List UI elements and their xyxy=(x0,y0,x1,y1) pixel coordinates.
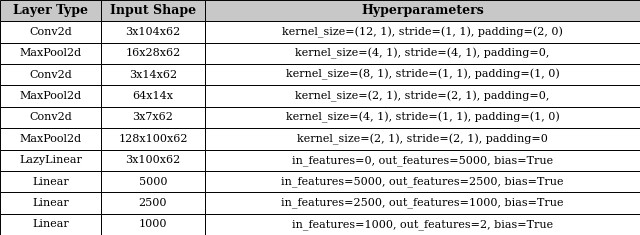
Text: Linear: Linear xyxy=(32,176,69,187)
Bar xyxy=(205,192,640,214)
Text: kernel_size=(2, 1), stride=(2, 1), padding=0: kernel_size=(2, 1), stride=(2, 1), paddi… xyxy=(297,133,548,145)
Text: 3x7x62: 3x7x62 xyxy=(132,113,173,122)
Text: 16x28x62: 16x28x62 xyxy=(125,48,180,59)
Text: kernel_size=(8, 1), stride=(1, 1), padding=(1, 0): kernel_size=(8, 1), stride=(1, 1), paddi… xyxy=(285,69,559,80)
Bar xyxy=(0,0,101,21)
Bar xyxy=(0,149,101,171)
Bar xyxy=(101,171,205,192)
Text: MaxPool2d: MaxPool2d xyxy=(19,134,82,144)
Bar xyxy=(205,171,640,192)
Text: Linear: Linear xyxy=(32,198,69,208)
Text: in_features=2500, out_features=1000, bias=True: in_features=2500, out_features=1000, bia… xyxy=(281,198,564,208)
Bar xyxy=(0,21,101,43)
Text: 128x100x62: 128x100x62 xyxy=(118,134,188,144)
Bar xyxy=(205,128,640,149)
Text: in_features=5000, out_features=2500, bias=True: in_features=5000, out_features=2500, bia… xyxy=(281,176,564,187)
Text: in_features=1000, out_features=2, bias=True: in_features=1000, out_features=2, bias=T… xyxy=(292,219,553,230)
Bar xyxy=(0,214,101,235)
Text: 3x100x62: 3x100x62 xyxy=(125,155,180,165)
Bar xyxy=(205,21,640,43)
Bar xyxy=(0,171,101,192)
Bar xyxy=(101,149,205,171)
Text: Conv2d: Conv2d xyxy=(29,27,72,37)
Bar xyxy=(205,149,640,171)
Bar xyxy=(0,107,101,128)
Bar xyxy=(205,43,640,64)
Bar xyxy=(0,64,101,86)
Text: 3x104x62: 3x104x62 xyxy=(125,27,180,37)
Bar xyxy=(101,107,205,128)
Text: kernel_size=(4, 1), stride=(1, 1), padding=(1, 0): kernel_size=(4, 1), stride=(1, 1), paddi… xyxy=(285,112,559,123)
Text: Conv2d: Conv2d xyxy=(29,113,72,122)
Bar xyxy=(101,192,205,214)
Text: 2500: 2500 xyxy=(139,198,167,208)
Text: Layer Type: Layer Type xyxy=(13,4,88,17)
Text: Input Shape: Input Shape xyxy=(110,4,196,17)
Text: kernel_size=(2, 1), stride=(2, 1), padding=0,: kernel_size=(2, 1), stride=(2, 1), paddi… xyxy=(295,90,550,102)
Bar xyxy=(205,107,640,128)
Text: 3x14x62: 3x14x62 xyxy=(129,70,177,80)
Bar xyxy=(101,64,205,86)
Bar xyxy=(101,43,205,64)
Text: in_features=0, out_features=5000, bias=True: in_features=0, out_features=5000, bias=T… xyxy=(292,155,553,166)
Text: 5000: 5000 xyxy=(139,176,167,187)
Text: Hyperparameters: Hyperparameters xyxy=(361,4,484,17)
Text: Linear: Linear xyxy=(32,219,69,229)
Bar xyxy=(101,21,205,43)
Bar xyxy=(101,128,205,149)
Text: LazyLinear: LazyLinear xyxy=(19,155,82,165)
Text: kernel_size=(12, 1), stride=(1, 1), padding=(2, 0): kernel_size=(12, 1), stride=(1, 1), padd… xyxy=(282,26,563,38)
Text: 64x14x: 64x14x xyxy=(132,91,173,101)
Text: Conv2d: Conv2d xyxy=(29,70,72,80)
Bar xyxy=(101,86,205,107)
Bar xyxy=(101,0,205,21)
Bar xyxy=(205,64,640,86)
Text: 1000: 1000 xyxy=(139,219,167,229)
Bar xyxy=(0,43,101,64)
Bar xyxy=(205,0,640,21)
Text: MaxPool2d: MaxPool2d xyxy=(19,48,82,59)
Bar xyxy=(205,214,640,235)
Bar xyxy=(0,86,101,107)
Text: MaxPool2d: MaxPool2d xyxy=(19,91,82,101)
Bar xyxy=(0,128,101,149)
Bar xyxy=(101,214,205,235)
Bar xyxy=(205,86,640,107)
Text: kernel_size=(4, 1), stride=(4, 1), padding=0,: kernel_size=(4, 1), stride=(4, 1), paddi… xyxy=(295,48,550,59)
Bar xyxy=(0,192,101,214)
